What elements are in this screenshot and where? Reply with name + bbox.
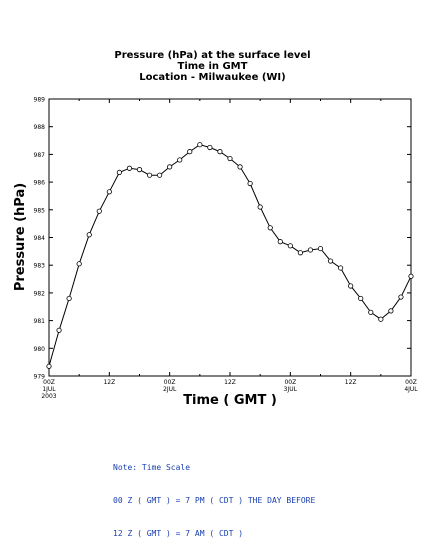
x-tick-label: 12Z (224, 379, 236, 386)
y-tick-label: 985 (34, 207, 46, 214)
data-point (277, 239, 283, 245)
chart-title: Pressure (hPa) at the surface level Time… (0, 50, 425, 83)
chart-title-line-3: Location - Milwaukee (WI) (139, 72, 286, 83)
data-point (317, 245, 324, 252)
data-point (237, 164, 243, 170)
data-point (136, 167, 143, 173)
data-point (76, 261, 82, 267)
y-tick-label: 986 (34, 180, 46, 187)
data-point (378, 316, 384, 322)
data-point (167, 164, 173, 170)
x-tick-label: 4JUL (404, 386, 418, 393)
plot-frame (48, 98, 412, 377)
data-point (177, 157, 183, 163)
data-points (46, 142, 414, 369)
data-point (116, 169, 122, 176)
x-tick-label: 12Z (103, 379, 115, 386)
y-tick-label: 979 (34, 374, 46, 381)
y-tick-label: 981 (34, 318, 46, 325)
y-tick-label: 988 (34, 124, 46, 131)
data-point (408, 273, 414, 279)
data-point (96, 208, 102, 214)
data-point (388, 308, 394, 314)
time-scale-note: Note: Time Scale 00 Z ( GMT ) = 7 PM ( C… (113, 440, 315, 550)
data-point (247, 180, 253, 187)
note-line-3: 12 Z ( GMT ) = 7 AM ( CDT ) (113, 529, 244, 538)
data-point (126, 165, 133, 171)
note-line-2: 00 Z ( GMT ) = 7 PM ( CDT ) THE DAY BEFO… (113, 496, 316, 505)
x-tick-label: 00Z (405, 379, 417, 386)
x-axis-label: Time ( GMT ) (183, 393, 277, 408)
data-point (217, 149, 223, 155)
y-tick-label: 983 (34, 263, 46, 270)
x-tick-label: 00Z (284, 379, 296, 386)
data-point (348, 283, 354, 289)
data-point (338, 265, 344, 271)
note-line-1: Note: Time Scale (113, 463, 191, 472)
x-tick-label: 3JUL (284, 386, 298, 393)
x-tick-label: 00Z (43, 379, 55, 386)
y-axis: 979 980 981 982 983 984 985 986 987 988 989 (34, 97, 411, 381)
y-tick-label: 989 (34, 97, 46, 104)
data-point (86, 232, 92, 238)
data-point (327, 258, 334, 264)
x-tick-label: 2JUL (163, 386, 177, 393)
x-tick-label: 00Z (164, 379, 176, 386)
data-point (297, 250, 303, 256)
y-tick-label: 980 (34, 346, 46, 353)
data-point (267, 225, 273, 231)
y-tick-label: 984 (34, 235, 46, 242)
x-tick-label: 2003 (41, 393, 56, 400)
data-point (287, 243, 293, 249)
x-tick-label: 12Z (345, 379, 357, 386)
data-point (307, 247, 314, 253)
y-tick-label: 982 (34, 290, 46, 297)
data-point (187, 149, 193, 155)
data-point (257, 204, 263, 210)
data-point (197, 142, 203, 148)
y-tick-label: 987 (34, 152, 46, 159)
y-axis-label: Pressure (hPa) (13, 183, 28, 291)
data-point (227, 155, 233, 162)
data-point (398, 294, 404, 300)
chart-title-line-2: Time in GMT (177, 61, 248, 72)
data-point (66, 295, 72, 302)
chart-title-line-1: Pressure (hPa) at the surface level (114, 50, 311, 61)
data-point (146, 172, 153, 178)
data-point (46, 363, 52, 369)
data-point (157, 172, 163, 178)
x-tick-label: 1JUL (42, 386, 56, 393)
data-point (358, 295, 364, 302)
data-point (207, 144, 213, 151)
data-point (106, 189, 112, 195)
series-line (48, 144, 412, 367)
data-point (368, 309, 374, 315)
data-point (56, 327, 62, 333)
